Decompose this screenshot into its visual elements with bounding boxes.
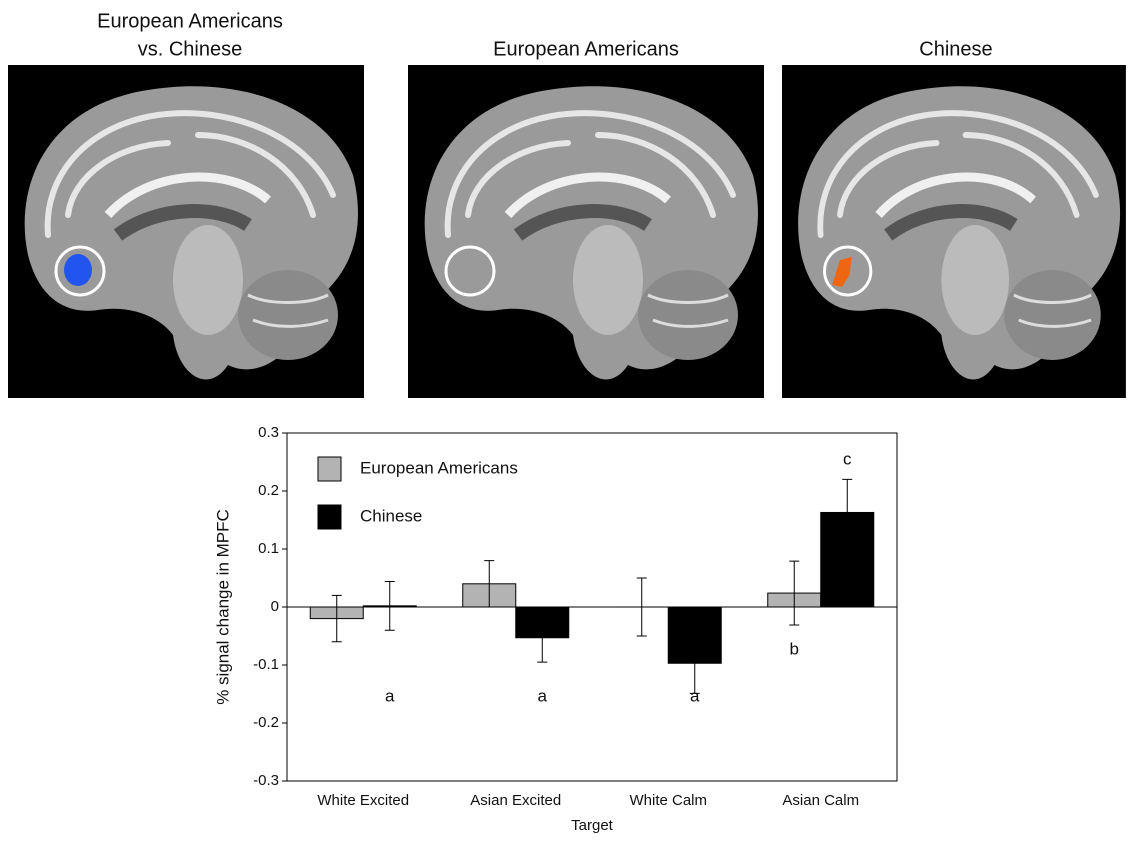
brain-panel [8,65,364,398]
legend-swatch [318,505,341,529]
annotation: a [538,686,548,705]
x-axis-label: Target [571,817,614,834]
y-tick-label: -0.3 [253,772,279,789]
legend-swatch [318,457,341,481]
y-tick-label: 0.3 [258,424,279,441]
panel-title: Chinese [919,38,992,60]
y-tick-label: 0.1 [258,540,279,557]
annotation: a [385,686,395,705]
y-tick-label: 0.2 [258,482,279,499]
annotation: a [690,686,700,705]
brain-panel [408,65,764,398]
y-tick-label: 0 [271,598,279,615]
y-axis-label: % signal change in MPFC [213,509,232,705]
legend-label: Chinese [360,506,422,525]
annotation: c [843,449,852,468]
panel-title: vs. Chinese [138,38,243,60]
panel-title: European Americans [97,10,283,32]
x-tick-label: Asian Calm [782,792,859,809]
annotation: b [790,639,799,658]
x-tick-label: Asian Excited [470,792,561,809]
x-tick-label: White Calm [629,792,707,809]
legend-label: European Americans [360,458,518,477]
y-tick-label: -0.2 [253,714,279,731]
x-tick-label: White Excited [317,792,409,809]
brain-panel [782,65,1126,398]
panel-title: European Americans [493,38,679,60]
y-tick-label: -0.1 [253,656,279,673]
